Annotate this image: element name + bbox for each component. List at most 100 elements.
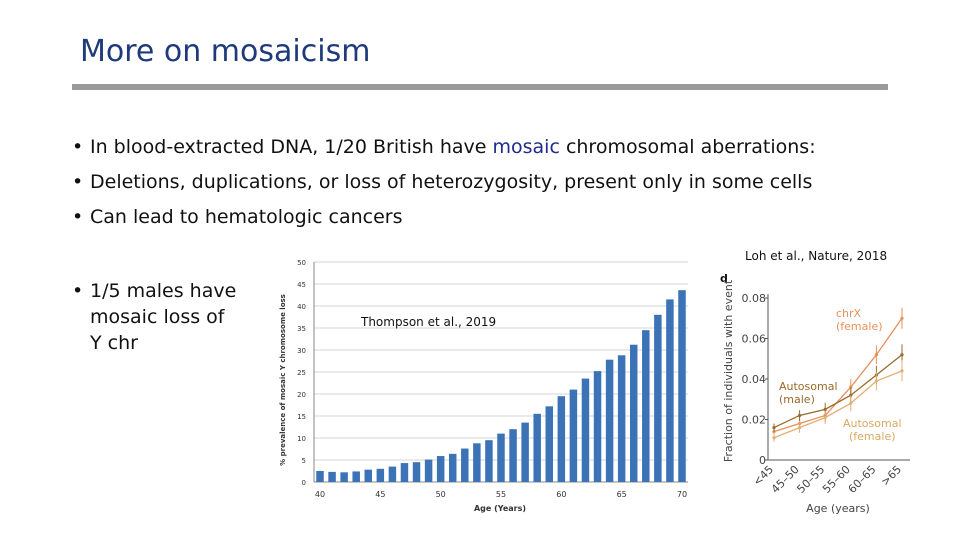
title-divider — [72, 84, 888, 90]
data-point — [772, 430, 776, 434]
x-tick-labels: 40 45 50 55 60 65 70 — [315, 490, 687, 499]
bar — [569, 389, 578, 482]
series-label-male: Autosomal — [779, 380, 838, 393]
y-tick-label: 40 — [297, 303, 306, 311]
x-tick-label: 55 — [496, 490, 506, 499]
series-line — [773, 370, 903, 439]
series-line — [773, 317, 903, 433]
y-tick-label: 0 — [302, 479, 306, 487]
bar — [400, 463, 409, 482]
bar — [316, 471, 324, 482]
axes — [767, 294, 910, 461]
bar — [581, 378, 590, 482]
x-axis-label: Age (years) — [806, 502, 870, 515]
bar — [557, 396, 566, 482]
series-lines — [772, 307, 904, 442]
y-axis-label: Fraction of individuals with event — [722, 279, 735, 462]
bar-series — [316, 290, 686, 482]
bar — [654, 314, 662, 482]
x-tick-label: 65 — [617, 490, 627, 499]
x-tick-label: 60 — [556, 490, 566, 499]
event-fraction-line-chart: d Fraction of individuals with event Age… — [720, 272, 910, 515]
bar — [448, 453, 457, 482]
bullet-text-end: chromosomal aberrations: — [559, 136, 816, 158]
bar — [545, 406, 554, 482]
y-tick-label: 20 — [297, 391, 306, 399]
data-point — [849, 385, 853, 389]
x-tick-label: 50 — [436, 490, 446, 499]
bullet-highlight: mosaic — [492, 136, 560, 158]
x-tick-label: 45–50 — [769, 463, 802, 496]
series-label-female: Autosomal — [843, 417, 902, 430]
bar — [352, 471, 360, 482]
y-tick-label: 15 — [297, 413, 306, 421]
side-bullet-line-2: mosaic loss of — [90, 306, 225, 328]
y-tick-labels: 0 0.02 0.04 0.06 0.08 — [742, 292, 768, 467]
side-bullet: • 1/5 males have mosaic loss of Y chr — [72, 278, 236, 356]
y-tick-label: 10 — [297, 435, 306, 443]
bar — [485, 440, 493, 482]
bar — [678, 290, 686, 482]
data-point — [772, 436, 776, 440]
x-axis-label: Age (Years) — [474, 504, 526, 513]
data-point — [849, 401, 853, 405]
x-tick-label: 40 — [315, 490, 325, 499]
bar — [364, 469, 373, 482]
series-label-chrx: chrX — [836, 307, 862, 320]
x-tick-label: 55–60 — [820, 463, 853, 496]
bar — [642, 330, 650, 482]
y-tick-label: 0.06 — [742, 333, 767, 346]
bar — [593, 371, 602, 482]
bar — [436, 456, 445, 482]
bar — [666, 299, 674, 482]
series-line — [773, 354, 903, 429]
citation-loh: Loh et al., Nature, 2018 — [745, 249, 888, 263]
bar — [521, 422, 529, 482]
series-label-female-sub: (female) — [849, 430, 896, 443]
data-point — [823, 407, 827, 411]
bar — [629, 344, 638, 482]
bar — [473, 443, 481, 482]
data-point — [900, 316, 904, 320]
y-axis-label: % prevalence of mosaic Y chromosome loss — [279, 294, 287, 466]
panel-label: d — [720, 272, 728, 285]
bullet-text: Can lead to hematologic cancers — [90, 206, 403, 228]
data-point — [772, 426, 776, 430]
y-tick-labels: 0 5 10 15 20 25 30 35 40 45 50 — [297, 259, 306, 487]
data-point — [900, 353, 904, 357]
bar — [412, 462, 421, 482]
side-bullet-line-3: Y chr — [90, 332, 138, 354]
bullet-dot: • — [72, 171, 84, 193]
y-tick-label: 35 — [297, 325, 306, 333]
x-tick-label: 45 — [375, 490, 385, 499]
y-tick-label: 25 — [297, 369, 306, 377]
bar — [388, 466, 397, 482]
bullet-item: • Deletions, duplications, or loss of het… — [72, 167, 816, 202]
x-tick-label: 60–65 — [846, 463, 879, 496]
data-point — [874, 379, 878, 383]
data-point — [849, 393, 853, 397]
data-point — [823, 415, 827, 420]
citation-thompson: Thompson et al., 2019 — [360, 315, 496, 329]
data-point — [874, 353, 878, 357]
bar — [605, 359, 614, 482]
bullet-dot: • — [72, 206, 84, 228]
bullet-dot: • — [72, 136, 84, 158]
bullet-item: • In blood-extracted DNA, 1/20 British ha… — [72, 132, 816, 167]
x-tick-label: >65 — [879, 463, 905, 489]
y-tick-label: 5 — [302, 457, 306, 465]
x-tick-label: 50–55 — [794, 463, 827, 496]
bar — [509, 429, 517, 482]
bullet-text: In blood-extracted DNA, 1/20 British hav… — [90, 136, 493, 158]
data-point — [798, 426, 802, 430]
bar — [376, 468, 385, 482]
y-tick-label: 45 — [297, 281, 306, 289]
data-point — [798, 413, 802, 418]
bullet-item: • Can lead to hematologic cancers — [72, 202, 816, 237]
bullet-text: Deletions, duplications, or loss of hete… — [90, 171, 813, 193]
bullet-dot: • — [72, 280, 84, 302]
bar — [328, 471, 336, 482]
bar — [424, 459, 433, 482]
bar — [617, 355, 626, 482]
